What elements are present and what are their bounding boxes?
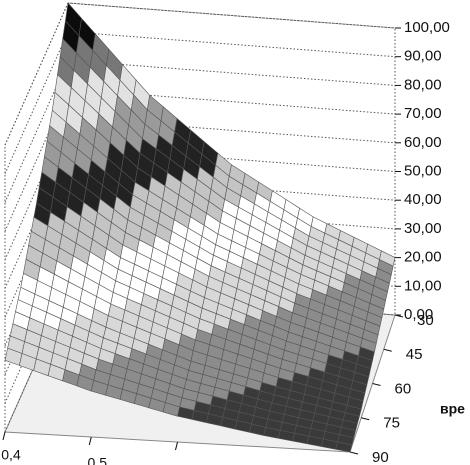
surface bbox=[4, 2, 396, 453]
x-tick-label: 0,6 bbox=[174, 463, 194, 465]
z-tick-label: 20,00 bbox=[404, 249, 442, 266]
y-tick bbox=[383, 348, 392, 352]
z-tick-label: 50,00 bbox=[404, 162, 442, 179]
y-tick-label: 75 bbox=[383, 415, 400, 432]
y-tick bbox=[361, 417, 370, 421]
y-tick-label: 30 bbox=[417, 312, 434, 329]
y-tick-label: 60 bbox=[395, 380, 412, 397]
x-tick-label: 0,5 bbox=[88, 455, 108, 465]
x-tick-label: 0,4 bbox=[1, 447, 21, 463]
y-axis-label: вре bbox=[440, 401, 465, 417]
z-tick-label: 10,00 bbox=[404, 277, 442, 294]
z-tick-label: 80,00 bbox=[404, 76, 442, 93]
x-tick bbox=[2, 431, 6, 441]
z-tick-label: 100,00 bbox=[404, 19, 450, 36]
z-tick-label: 0,00 bbox=[404, 306, 433, 323]
y-tick bbox=[394, 314, 404, 318]
z-tick-label: 70,00 bbox=[404, 105, 442, 122]
surface-cell bbox=[335, 441, 353, 453]
x-tick bbox=[88, 436, 92, 446]
y-tick-label: 90 bbox=[372, 449, 389, 465]
y-tick bbox=[372, 383, 381, 386]
z-tick-label: 90,00 bbox=[404, 48, 442, 65]
x-tick bbox=[175, 441, 178, 451]
z-tick-label: 40,00 bbox=[404, 191, 442, 208]
z-tick-label: 30,00 bbox=[404, 220, 442, 237]
z-tick-label: 60,00 bbox=[404, 134, 442, 151]
y-tick bbox=[349, 451, 359, 455]
y-tick-label: 45 bbox=[406, 346, 423, 363]
